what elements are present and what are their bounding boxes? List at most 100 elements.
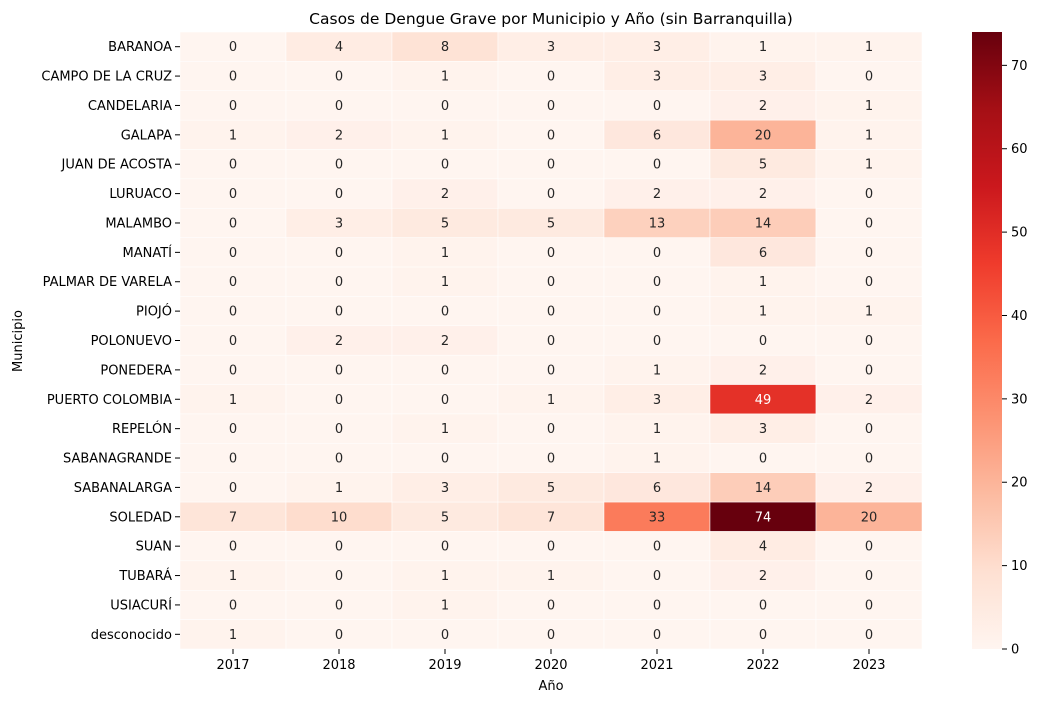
heatmap-cell [179, 501, 287, 532]
heatmap-cell [709, 354, 817, 385]
heatmap-cell [603, 325, 711, 356]
heatmap-cell [497, 90, 605, 121]
cell-value-label: 2 [759, 363, 767, 378]
heatmap-cell [179, 90, 287, 121]
cell-value-label: 1 [441, 128, 449, 143]
cell-value-label: 3 [759, 70, 767, 85]
cell-value-label: 2 [335, 128, 343, 143]
cell-value-label: 0 [335, 540, 343, 555]
cell-value-label: 1 [547, 393, 555, 408]
cell-value-label: 20 [861, 510, 878, 525]
cell-value-label: 1 [441, 275, 449, 290]
heatmap-cell [179, 208, 287, 238]
y-tick-labels: BARANOA CAMPO DE LA CRUZ CANDELARIA GALAPA J… [41, 40, 180, 643]
heatmap-cell [709, 443, 817, 473]
cell-value-label: 6 [759, 246, 767, 261]
heatmap-cell [709, 237, 817, 268]
y-tick-label: MANATÍ [123, 245, 173, 261]
cell-value-label: 7 [229, 510, 237, 525]
cell-value-label: 0 [653, 246, 661, 261]
x-axis-label: Año [538, 679, 563, 694]
cell-value-label: 0 [441, 628, 449, 643]
heatmap-cell [285, 472, 393, 503]
heatmap-cell [179, 413, 287, 444]
heatmap-cell [603, 266, 711, 297]
cell-value-label: 0 [547, 334, 555, 349]
cell-value-label: 6 [653, 128, 661, 143]
heatmap-cell [815, 208, 923, 238]
heatmap-cell [391, 501, 499, 532]
heatmap-cell [815, 296, 923, 327]
x-tick-label: 2022 [746, 658, 779, 673]
colorbar-tick-label: 40 [1011, 309, 1028, 324]
heatmap-cell [285, 119, 393, 150]
heatmap-cell [179, 178, 287, 209]
heatmap-cell [815, 472, 923, 503]
heatmap-cell [709, 119, 817, 150]
colorbar-tick-label: 30 [1011, 392, 1028, 407]
heatmap-cell [815, 589, 923, 620]
heatmap-cell [391, 413, 499, 444]
heatmap-cell [815, 149, 923, 180]
heatmap-cell [603, 354, 711, 385]
heatmap-cell [391, 266, 499, 297]
cell-value-label: 0 [547, 275, 555, 290]
cell-value-label: 1 [441, 569, 449, 584]
heatmap-cell [603, 619, 711, 650]
y-tick-label: REPELÓN [112, 421, 172, 437]
y-tick-label: LURUACO [109, 187, 172, 202]
y-tick-label: MALAMBO [105, 216, 172, 231]
cell-value-label: 2 [441, 187, 449, 202]
cell-value-label: 1 [653, 363, 661, 378]
cell-value-label: 3 [759, 422, 767, 437]
cell-value-label: 3 [441, 481, 449, 496]
cell-value-label: 0 [335, 569, 343, 584]
cell-value-label: 0 [865, 363, 873, 378]
heatmap-cell [603, 296, 711, 327]
heatmap-cell [179, 589, 287, 620]
cell-value-label: 1 [865, 305, 873, 320]
cell-value-label: 0 [441, 305, 449, 320]
y-tick-label: JUAN DE ACOSTA [60, 158, 172, 173]
cell-value-label: 49 [755, 393, 772, 408]
cell-value-label: 0 [547, 158, 555, 173]
cell-value-label: 0 [759, 452, 767, 467]
y-tick-label: desconocido [91, 628, 172, 643]
cell-value-label: 0 [865, 422, 873, 437]
cell-value-label: 1 [865, 40, 873, 55]
cell-value-label: 0 [229, 334, 237, 349]
heatmap-cell [709, 531, 817, 562]
y-tick-label: SABANAGRANDE [63, 452, 172, 467]
cell-value-label: 0 [229, 187, 237, 202]
heatmap-cell [179, 472, 287, 503]
colorbar-tick-label: 20 [1011, 476, 1028, 491]
y-tick-label: TUBARÁ [118, 568, 172, 584]
heatmap-cell [179, 560, 287, 591]
heatmap-cell [815, 619, 923, 650]
cell-value-label: 0 [229, 216, 237, 231]
heatmap-cell [709, 501, 817, 532]
heatmap-cell [603, 237, 711, 268]
cell-value-label: 0 [865, 452, 873, 467]
heatmap-cell [815, 178, 923, 209]
heatmap-cell [603, 472, 711, 503]
y-tick-label: CANDELARIA [88, 99, 172, 114]
cell-value-label: 0 [653, 305, 661, 320]
cell-value-label: 0 [653, 598, 661, 613]
heatmap-cell [497, 619, 605, 650]
heatmap-cell [285, 90, 393, 121]
cell-value-label: 0 [547, 452, 555, 467]
cell-value-label: 0 [547, 363, 555, 378]
heatmap-cell [497, 208, 605, 238]
heatmap-cell [709, 472, 817, 503]
cell-value-label: 0 [865, 216, 873, 231]
cell-value-label: 0 [229, 40, 237, 55]
heatmap-cell [179, 384, 287, 415]
cell-value-label: 1 [865, 128, 873, 143]
y-tick-label: SABANALARGA [74, 481, 172, 496]
heatmap-cell [391, 325, 499, 356]
heatmap-cell [179, 296, 287, 327]
cell-value-label: 5 [759, 158, 767, 173]
cell-value-label: 0 [229, 305, 237, 320]
heatmap-cell [603, 61, 711, 92]
